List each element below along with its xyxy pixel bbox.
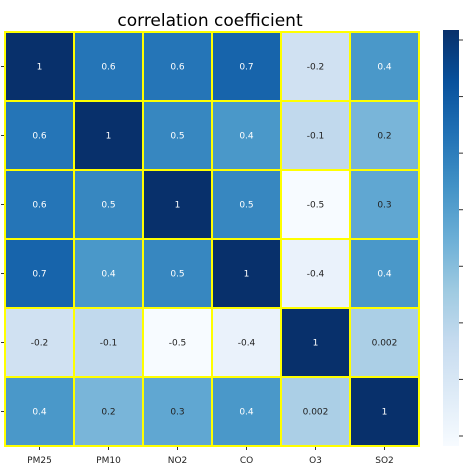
heatmap-cell-5-4 bbox=[280, 376, 351, 447]
heatmap-cell-label-5-5: 1 bbox=[382, 408, 388, 418]
heatmap-cell-label-5-3: 0.4 bbox=[239, 408, 254, 418]
heatmap-cell-1-5 bbox=[349, 100, 420, 171]
heatmap-cell-4-5 bbox=[349, 307, 420, 378]
heatmap-cell-label-1-3: 0.4 bbox=[239, 132, 254, 142]
colorbar-gradient bbox=[443, 30, 459, 446]
heatmap-cell-label-3-0: 0.7 bbox=[32, 270, 46, 280]
colorbar-ticks bbox=[459, 39, 463, 437]
x-tick-label-0: PM25 bbox=[27, 456, 52, 466]
heatmap-cell-label-4-3: -0.4 bbox=[238, 339, 256, 349]
heatmap-cells bbox=[4, 31, 420, 447]
heatmap-cell-1-3 bbox=[211, 100, 282, 171]
heatmap-cell-2-3 bbox=[211, 169, 282, 240]
heatmap-cell-label-5-4: 0.002 bbox=[303, 408, 329, 418]
heatmap-cell-label-1-0: 0.6 bbox=[32, 132, 47, 142]
heatmap-cell-1-1 bbox=[73, 100, 144, 171]
heatmap-cell-label-2-2: 1 bbox=[175, 201, 181, 211]
heatmap-cell-label-2-5: 0.3 bbox=[377, 201, 391, 211]
heatmap-cell-label-4-5: 0.002 bbox=[372, 339, 398, 349]
heatmap-cell-label-2-3: 0.5 bbox=[239, 201, 253, 211]
heatmap-cell-0-0 bbox=[4, 31, 75, 102]
heatmap-cell-label-3-1: 0.4 bbox=[101, 270, 116, 280]
heatmap-cell-label-1-4: -0.1 bbox=[307, 132, 325, 142]
x-tick-label-5: SO2 bbox=[375, 456, 394, 466]
heatmap-cell-label-1-5: 0.2 bbox=[377, 132, 391, 142]
heatmap-cell-5-5 bbox=[349, 376, 420, 447]
colorbar bbox=[443, 30, 463, 446]
heatmap-cell-3-1 bbox=[73, 238, 144, 309]
heatmap-cell-label-4-4: 1 bbox=[313, 339, 319, 349]
heatmap-cell-label-0-4: -0.2 bbox=[307, 63, 325, 73]
heatmap-cell-0-1 bbox=[73, 31, 144, 102]
chart-title: correlation coefficient bbox=[117, 11, 303, 31]
heatmap-cell-label-0-3: 0.7 bbox=[239, 63, 253, 73]
x-axis-ticks: PM25 PM10 NO2 CO O3 SO2 bbox=[27, 447, 394, 466]
heatmap-cell-2-1 bbox=[73, 169, 144, 240]
heatmap-cell-label-2-1: 0.5 bbox=[101, 201, 115, 211]
heatmap-cell-label-3-4: -0.4 bbox=[307, 270, 325, 280]
heatmap-cell-label-5-1: 0.2 bbox=[101, 408, 115, 418]
heatmap-cell-4-2 bbox=[142, 307, 213, 378]
heatmap-cell-5-0 bbox=[4, 376, 75, 447]
heatmap-cell-labels: 1 0.6 0.6 0.7 -0.2 0.4 0.6 1 0.5 0.4 -0.1 0.2 0.6 0.5… bbox=[31, 63, 398, 418]
heatmap-cell-3-0 bbox=[4, 238, 75, 309]
heatmap-cell-4-4 bbox=[280, 307, 351, 378]
heatmap-cell-label-2-0: 0.6 bbox=[32, 201, 47, 211]
heatmap-cell-3-4 bbox=[280, 238, 351, 309]
y-axis-ticks bbox=[1, 66, 4, 412]
heatmap-cell-3-2 bbox=[142, 238, 213, 309]
heatmap-cell-label-4-0: -0.2 bbox=[31, 339, 49, 349]
heatmap-cell-label-3-5: 0.4 bbox=[377, 270, 392, 280]
x-tick-label-4: O3 bbox=[309, 456, 322, 466]
x-tick-label-1: PM10 bbox=[96, 456, 121, 466]
heatmap-cell-label-5-2: 0.3 bbox=[170, 408, 184, 418]
heatmap-cell-label-0-1: 0.6 bbox=[101, 63, 116, 73]
heatmap-cell-2-5 bbox=[349, 169, 420, 240]
heatmap-cell-label-5-0: 0.4 bbox=[32, 408, 47, 418]
heatmap-cell-0-5 bbox=[349, 31, 420, 102]
heatmap-cell-2-4 bbox=[280, 169, 351, 240]
heatmap-cell-label-0-0: 1 bbox=[37, 63, 43, 73]
heatmap-cell-label-3-3: 1 bbox=[244, 270, 250, 280]
heatmap-cell-4-3 bbox=[211, 307, 282, 378]
heatmap-cell-5-3 bbox=[211, 376, 282, 447]
heatmap-cell-label-1-2: 0.5 bbox=[170, 132, 184, 142]
heatmap-cell-3-3 bbox=[211, 238, 282, 309]
heatmap-cell-label-4-1: -0.1 bbox=[100, 339, 118, 349]
heatmap-cell-label-0-5: 0.4 bbox=[377, 63, 392, 73]
heatmap-cell-label-1-1: 1 bbox=[106, 132, 112, 142]
heatmap-cell-3-5 bbox=[349, 238, 420, 309]
x-tick-label-2: NO2 bbox=[168, 456, 188, 466]
heatmap-cell-label-2-4: -0.5 bbox=[307, 201, 325, 211]
heatmap-cell-label-4-2: -0.5 bbox=[169, 339, 187, 349]
x-tick-label-3: CO bbox=[240, 456, 253, 466]
heatmap-cell-label-3-2: 0.5 bbox=[170, 270, 184, 280]
heatmap-cell-label-0-2: 0.6 bbox=[170, 63, 185, 73]
